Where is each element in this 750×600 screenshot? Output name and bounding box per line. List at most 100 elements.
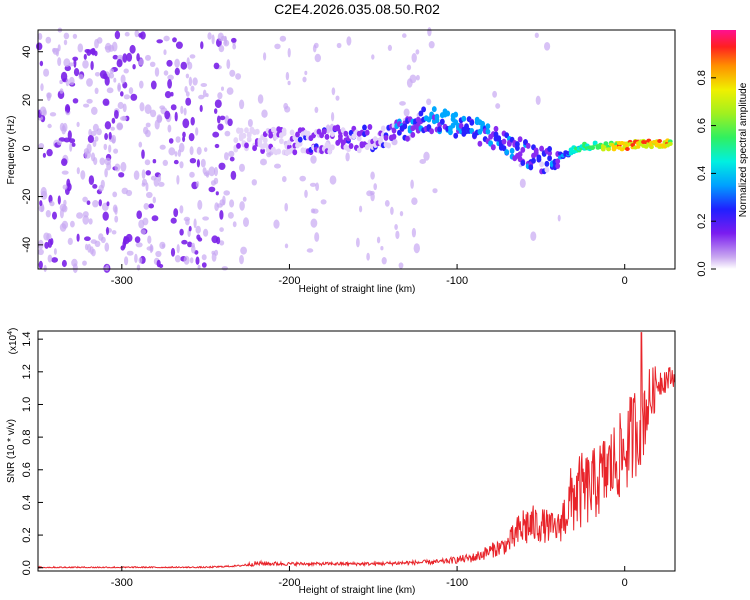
- noise-blob: [122, 53, 128, 63]
- noise-blob: [428, 41, 435, 49]
- noise-blob: [174, 151, 178, 157]
- figure-title: C2E4.2026.035.08.50.R02: [274, 1, 440, 17]
- noise-blob: [61, 220, 69, 229]
- noise-blob: [313, 42, 319, 49]
- noise-blob: [172, 37, 177, 43]
- noise-blob: [413, 243, 420, 254]
- ridge-point: [485, 123, 491, 130]
- noise-blob: [345, 152, 350, 162]
- noise-blob: [217, 115, 221, 124]
- noise-blob: [176, 244, 180, 254]
- noise-blob: [384, 200, 390, 207]
- noise-blob: [94, 240, 101, 247]
- noise-blob: [71, 142, 76, 147]
- noise-blob: [126, 52, 133, 62]
- noise-blob: [184, 86, 188, 93]
- ridge-point: [635, 144, 641, 149]
- noise-blob: [170, 217, 177, 224]
- noise-blob: [217, 92, 223, 100]
- noise-blob: [45, 210, 51, 218]
- ridge-point: [254, 128, 260, 135]
- noise-blob: [399, 211, 404, 217]
- ridge-point: [244, 127, 249, 134]
- noise-blob: [274, 43, 281, 50]
- noise-blob: [134, 236, 141, 244]
- noise-blob: [320, 199, 327, 205]
- noise-blob: [72, 98, 79, 104]
- ridge-point: [504, 149, 510, 156]
- noise-blob: [306, 248, 314, 253]
- noise-blob: [73, 68, 80, 77]
- noise-blob: [114, 30, 121, 40]
- noise-blob: [117, 101, 124, 110]
- colorbar-tick-label: 0.4: [696, 166, 708, 181]
- noise-blob: [83, 103, 90, 108]
- noise-blob: [55, 47, 60, 57]
- ridge-point: [657, 139, 662, 143]
- noise-blob: [104, 168, 108, 178]
- ridge-point: [509, 147, 515, 154]
- noise-blob: [78, 74, 84, 80]
- ridge-point: [485, 128, 491, 135]
- noise-blob: [219, 210, 224, 220]
- noise-blob: [84, 236, 91, 241]
- noise-blob: [534, 32, 539, 38]
- noise-blob: [218, 162, 226, 170]
- noise-blob: [170, 104, 177, 111]
- noise-blob: [432, 188, 438, 194]
- y-tick-label: -20: [21, 189, 33, 205]
- ridge-point: [496, 135, 502, 142]
- noise-blob: [102, 98, 110, 106]
- noise-blob: [92, 184, 98, 189]
- noise-blob: [94, 87, 99, 95]
- noise-blob: [204, 147, 208, 153]
- noise-blob: [181, 239, 188, 245]
- noise-blob: [104, 121, 112, 130]
- noise-blob: [216, 203, 223, 208]
- noise-blob: [411, 197, 418, 205]
- noise-blob: [174, 67, 180, 76]
- noise-blob: [162, 159, 168, 166]
- ridge-point: [244, 142, 249, 149]
- noise-blob: [179, 205, 184, 214]
- ridge-point: [383, 134, 389, 141]
- noise-blob: [170, 247, 176, 257]
- noise-blob: [149, 61, 156, 67]
- ridge-point: [434, 113, 440, 120]
- colorbar-label: Normalized spectral amplitude: [738, 82, 749, 217]
- noise-blob: [152, 196, 156, 204]
- noise-blob: [176, 175, 180, 185]
- noise-blob: [112, 54, 119, 60]
- noise-blob: [205, 170, 210, 178]
- ridge-point: [555, 163, 561, 169]
- noise-blob: [200, 83, 208, 87]
- noise-blob: [208, 186, 216, 193]
- noise-blob: [120, 245, 125, 251]
- noise-blob: [111, 138, 116, 144]
- y-tick-label: 1.4: [21, 332, 33, 347]
- noise-blob: [310, 155, 317, 164]
- noise-blob: [76, 233, 80, 242]
- ridge-point: [410, 131, 416, 138]
- noise-blob: [299, 175, 307, 182]
- x-tick-label: 0: [622, 275, 628, 287]
- noise-blob: [70, 220, 75, 228]
- noise-blob: [91, 248, 96, 257]
- noise-blob: [409, 74, 417, 84]
- noise-blob: [544, 42, 551, 51]
- ridge-point: [238, 127, 244, 134]
- noise-blob: [411, 53, 417, 63]
- snr-multiplier-base: (x10: [8, 334, 19, 354]
- noise-blob: [123, 236, 130, 244]
- noise-blob: [314, 106, 319, 113]
- noise-blob: [133, 170, 140, 180]
- noise-blob: [136, 53, 140, 62]
- noise-blob: [304, 70, 308, 76]
- x-tick-label: -300: [111, 275, 133, 287]
- noise-blob: [72, 33, 78, 39]
- noise-blob: [195, 127, 199, 136]
- noise-blob: [158, 174, 162, 183]
- noise-blob: [112, 204, 118, 213]
- noise-blob: [67, 237, 73, 245]
- noise-blob: [309, 182, 317, 187]
